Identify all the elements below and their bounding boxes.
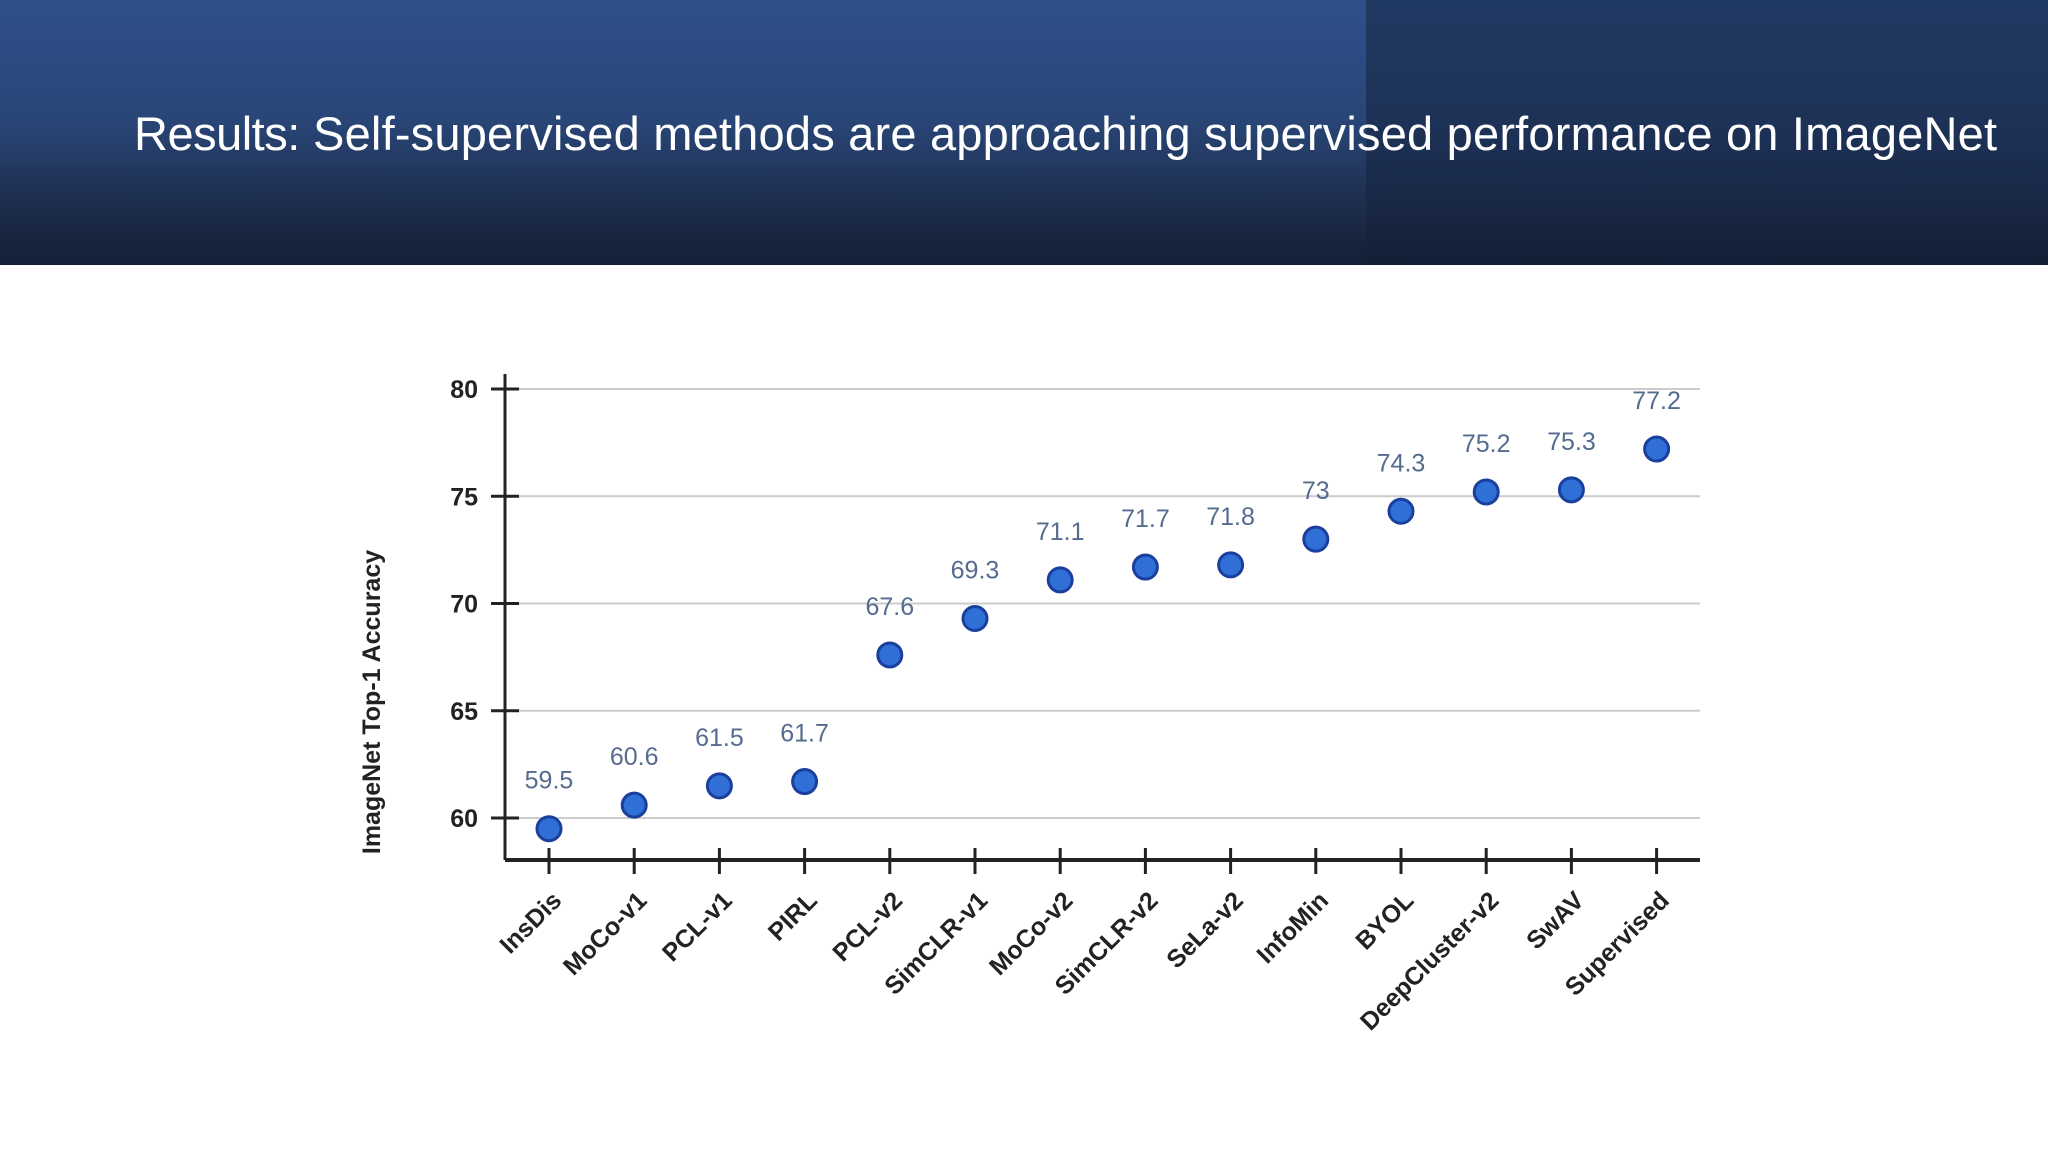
- data-point: [791, 768, 819, 796]
- data-label: 73: [1302, 477, 1330, 505]
- y-tick-label: 65: [450, 698, 478, 726]
- data-point: [961, 605, 989, 633]
- data-label: 74.3: [1377, 449, 1426, 477]
- data-label: 61.7: [780, 720, 829, 748]
- data-point: [876, 641, 904, 669]
- data-point: [1557, 476, 1585, 504]
- x-tick-label: MoCo-v1: [558, 886, 653, 981]
- data-label: 60.6: [610, 743, 659, 771]
- y-axis-label: ImageNet Top-1 Accuracy: [358, 550, 386, 854]
- x-tick-label: PCL-v2: [827, 886, 908, 967]
- data-label: 61.5: [695, 724, 744, 752]
- x-tick-label: SwAV: [1521, 886, 1590, 955]
- y-tick-labels: 60 65 70 75 80: [450, 376, 478, 833]
- grid-lines: [505, 388, 1700, 819]
- data-point: [620, 791, 648, 819]
- data-point: [1302, 525, 1330, 553]
- data-point: [535, 815, 563, 843]
- data-point: [1046, 566, 1074, 594]
- x-tick-label: SeLa-v2: [1161, 886, 1249, 974]
- data-point: [1387, 497, 1415, 525]
- data-labels: 59.5 60.6 61.5 61.7 67.6 69.3 71.1 71.7 71.8 73 74…: [525, 387, 1681, 795]
- data-points: [535, 435, 1671, 843]
- data-label: 77.2: [1632, 387, 1681, 415]
- data-point: [1131, 553, 1159, 581]
- slide-title-rest: Self-supervised methods are approaching …: [299, 107, 1998, 160]
- data-label: 59.5: [525, 767, 574, 795]
- data-point: [1643, 435, 1671, 463]
- data-label: 69.3: [951, 557, 1000, 585]
- x-tick-label: BYOL: [1350, 886, 1419, 955]
- x-tick-label: PIRL: [763, 886, 823, 946]
- x-tick-label: PCL-v1: [657, 886, 738, 967]
- y-tick-label: 80: [450, 376, 478, 404]
- y-tick-label: 70: [450, 591, 478, 619]
- y-tick-label: 60: [450, 805, 478, 833]
- header-right-panel: [1366, 0, 2048, 265]
- data-label: 71.8: [1206, 503, 1255, 531]
- y-tick-label: 75: [450, 483, 478, 511]
- data-label: 75.3: [1547, 428, 1596, 456]
- data-point: [1217, 551, 1245, 579]
- data-label: 71.7: [1121, 505, 1170, 533]
- data-point: [705, 772, 733, 800]
- chart-axes: [491, 374, 1700, 874]
- x-tick-label: InfoMin: [1251, 886, 1334, 969]
- data-label: 75.2: [1462, 430, 1511, 458]
- slide-title: Results: Self-supervised methods are app…: [134, 104, 1997, 164]
- slide-title-lead: Results:: [134, 107, 300, 160]
- slide-header: Results: Self-supervised methods are app…: [0, 0, 2048, 265]
- data-point: [1472, 478, 1500, 506]
- data-label: 67.6: [865, 593, 914, 621]
- data-label: 71.1: [1036, 518, 1085, 546]
- x-tick-label: InsDis: [494, 886, 567, 959]
